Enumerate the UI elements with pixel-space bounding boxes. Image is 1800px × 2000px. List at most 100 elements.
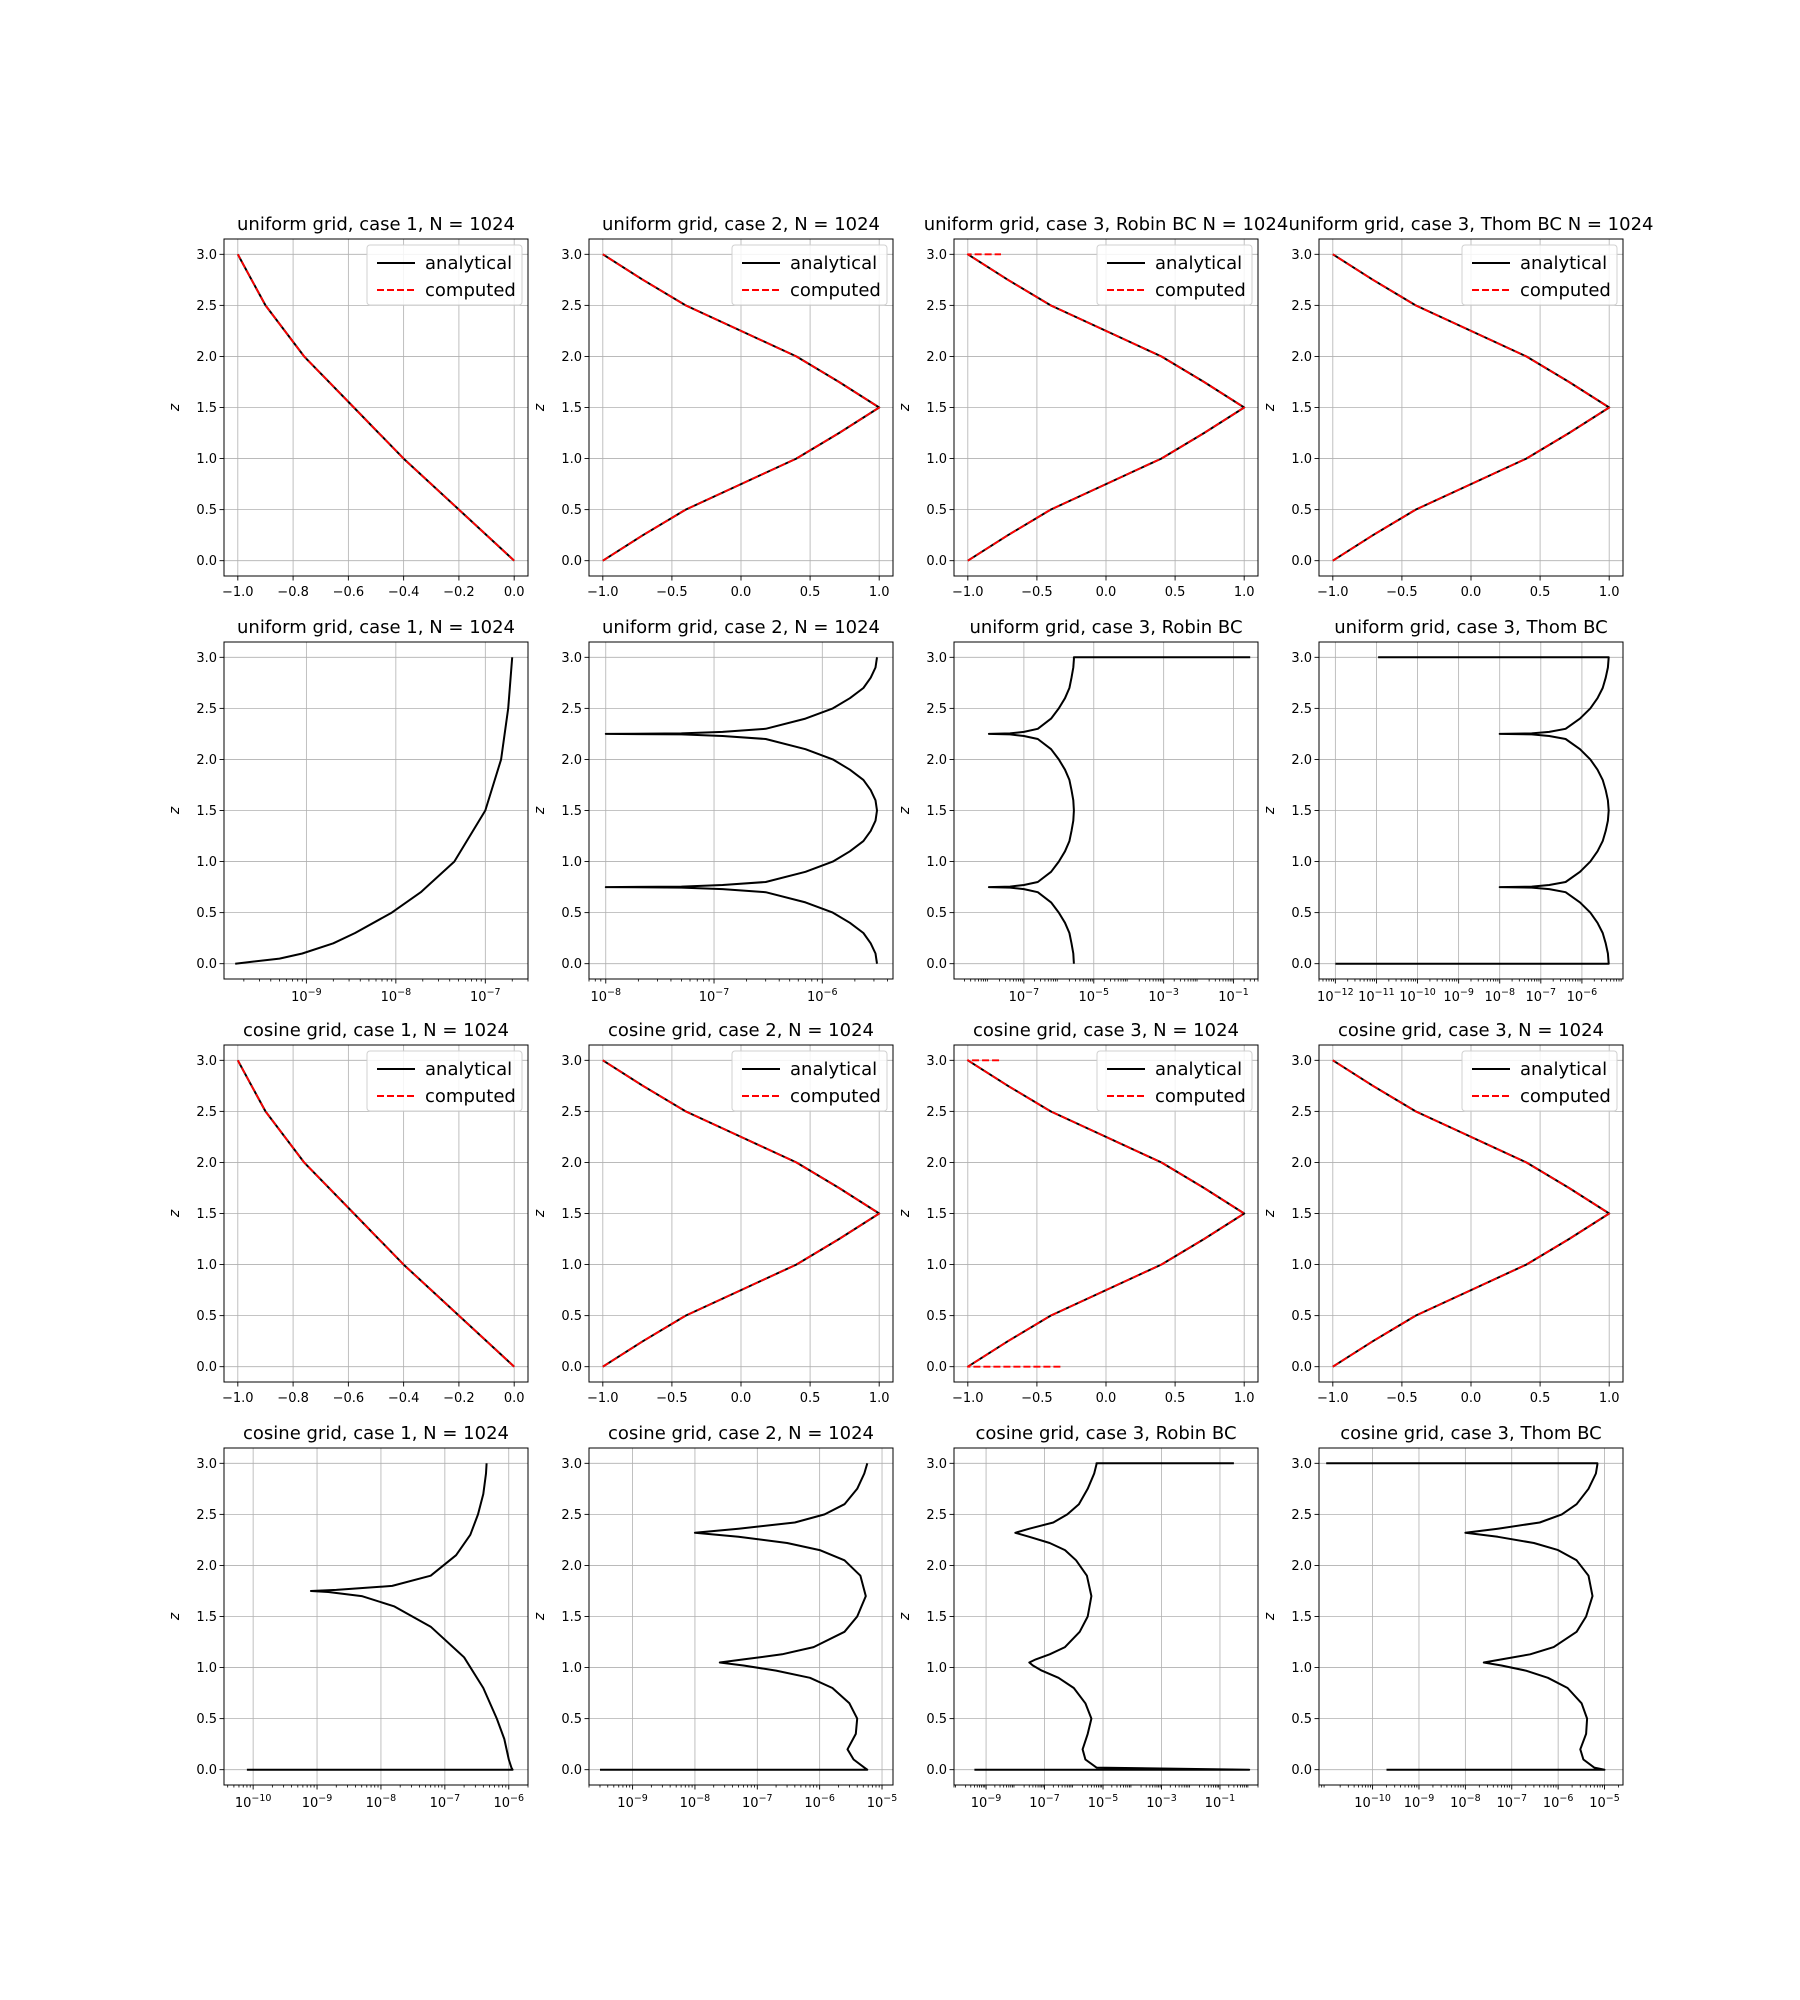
y-tick-label: 3.0 — [926, 1054, 947, 1069]
y-tick-label: 1.5 — [196, 401, 217, 416]
subplot-4: −1.0 −0.5 0.0 0.5 1.0 0.0 0.5 1.0 1.5 2.0 2.5 3.0 z u… — [1262, 214, 1654, 600]
y-axis-label: z — [167, 403, 183, 412]
x-tick-label: 10−7 — [1029, 1793, 1060, 1811]
y-tick-label: 0.5 — [1291, 1712, 1312, 1727]
x-tick-label: −0.5 — [1386, 585, 1418, 600]
y-tick-label: 0.0 — [926, 1360, 947, 1375]
y-tick-label: 1.0 — [1291, 855, 1312, 870]
x-tick-label: 10−6 — [807, 987, 838, 1005]
x-tick-label: 1.0 — [869, 585, 890, 600]
y-tick-label: 2.5 — [196, 702, 217, 717]
y-tick-label: 3.0 — [1291, 651, 1312, 666]
y-tick-label: 3.0 — [926, 1457, 947, 1472]
y-tick-label: 2.0 — [926, 753, 947, 768]
x-tick-label: 1.0 — [869, 1391, 890, 1406]
legend: analytical computed — [1096, 244, 1253, 306]
y-axis-label: z — [532, 403, 548, 412]
y-tick-label: 2.5 — [561, 1105, 582, 1120]
x-tick-label: 10−6 — [1543, 1793, 1574, 1811]
x-tick-label: −0.4 — [388, 585, 420, 600]
subplot-12: −1.0 −0.5 0.0 0.5 1.0 0.0 0.5 1.0 1.5 2.0 2.5 3.0 z c… — [1262, 1020, 1624, 1406]
y-tick-label: 2.5 — [561, 702, 582, 717]
y-tick-label: 2.0 — [561, 1559, 582, 1574]
y-tick-label: 1.0 — [561, 855, 582, 870]
y-axis-label: z — [1262, 806, 1278, 815]
y-axis-label: z — [1262, 403, 1278, 412]
y-tick-label: 1.0 — [561, 1661, 582, 1676]
y-tick-label: 2.5 — [196, 299, 217, 314]
x-tick-label: 1.0 — [1599, 585, 1620, 600]
x-tick-label: 10−12 — [1317, 987, 1354, 1005]
y-tick-label: 2.0 — [1291, 350, 1312, 365]
y-tick-label: 0.0 — [196, 554, 217, 569]
x-tick-label: 10−8 — [1484, 987, 1515, 1005]
y-tick-label: 1.0 — [196, 452, 217, 467]
y-tick-label: 2.5 — [926, 1508, 947, 1523]
legend-label-computed: computed — [1155, 1086, 1246, 1107]
y-tick-label: 0.0 — [561, 957, 582, 972]
legend-label-analytical: analytical — [1155, 1059, 1242, 1080]
y-axis-label: z — [167, 1209, 183, 1218]
y-tick-label: 0.5 — [561, 1712, 582, 1727]
x-tick-label: −0.6 — [333, 585, 365, 600]
series-computed-line — [237, 253, 515, 562]
subplot-title: uniform grid, case 2, N = 1024 — [602, 214, 880, 235]
x-tick-label: −0.5 — [1021, 585, 1053, 600]
subplot-8: 10−12 10−11 10−10 10−9 10−8 10−7 10−6 0.0 0.5 1.0… — [1262, 617, 1624, 1005]
x-tick-label: 0.0 — [1461, 585, 1482, 600]
y-tick-label: 1.5 — [196, 1610, 217, 1625]
x-tick-label: 10−7 — [430, 1793, 461, 1811]
y-tick-label: 2.5 — [1291, 1105, 1312, 1120]
y-tick-label: 2.5 — [196, 1105, 217, 1120]
y-tick-label: 0.5 — [1291, 906, 1312, 921]
subplot-title: cosine grid, case 1, N = 1024 — [243, 1020, 509, 1041]
y-tick-label: 3.0 — [926, 651, 947, 666]
y-tick-label: 1.0 — [926, 855, 947, 870]
x-tick-label: 10−7 — [699, 987, 730, 1005]
y-tick-label: 0.0 — [196, 957, 217, 972]
legend: analytical computed — [366, 244, 523, 306]
series-line-line — [235, 657, 514, 965]
legend-label-analytical: analytical — [425, 1059, 512, 1080]
x-tick-label: 0.5 — [1530, 1391, 1551, 1406]
x-tick-label: −0.6 — [333, 1391, 365, 1406]
y-tick-label: 2.5 — [1291, 299, 1312, 314]
subplot-title: uniform grid, case 1, N = 1024 — [237, 214, 515, 235]
y-tick-label: 0.5 — [926, 503, 947, 518]
subplot-6: 10−8 10−7 10−6 0.0 0.5 1.0 1.5 2.0 2.5 3.0 z unifor… — [532, 617, 894, 1005]
x-tick-label: 1.0 — [1234, 585, 1255, 600]
y-tick-label: 1.5 — [1291, 1207, 1312, 1222]
y-tick-label: 2.0 — [1291, 753, 1312, 768]
y-tick-label: 3.0 — [196, 651, 217, 666]
legend-label-analytical: analytical — [1520, 1059, 1607, 1080]
x-tick-label: 10−9 — [1443, 987, 1474, 1005]
legend-label-analytical: analytical — [425, 253, 512, 274]
x-tick-label: 0.0 — [1096, 585, 1117, 600]
subplot-10: −1.0 −0.5 0.0 0.5 1.0 0.0 0.5 1.0 1.5 2.0 2.5 3.0 z c… — [532, 1020, 894, 1406]
y-axis-label: z — [1262, 1612, 1278, 1621]
y-tick-label: 3.0 — [1291, 1054, 1312, 1069]
x-tick-label: −0.5 — [656, 1391, 688, 1406]
y-tick-label: 2.0 — [926, 1156, 947, 1171]
y-tick-label: 0.5 — [561, 503, 582, 518]
subplot-9: −1.0 −0.8 −0.6 −0.4 −0.2 0.0 0.0 0.5 1.0 1.5 2.0 2.… — [167, 1020, 529, 1406]
y-axis-label: z — [532, 1209, 548, 1218]
x-tick-label: 10−9 — [291, 987, 322, 1005]
y-axis-label: z — [167, 806, 183, 815]
y-tick-label: 2.0 — [196, 1559, 217, 1574]
legend-label-computed: computed — [1155, 280, 1246, 301]
series-computed-line — [966, 1059, 1246, 1368]
x-tick-label: 10−7 — [1526, 987, 1557, 1005]
subplot-title: uniform grid, case 2, N = 1024 — [602, 617, 880, 638]
x-tick-label: 10−6 — [493, 1793, 524, 1811]
legend-label-computed: computed — [425, 280, 516, 301]
x-tick-label: 0.0 — [1461, 1391, 1482, 1406]
y-tick-label: 1.5 — [196, 1207, 217, 1222]
x-tick-label: 0.0 — [504, 1391, 525, 1406]
y-tick-label: 2.5 — [561, 1508, 582, 1523]
series-line-line — [974, 1462, 1251, 1771]
y-axis-label: z — [1262, 1209, 1278, 1218]
legend-label-analytical: analytical — [790, 1059, 877, 1080]
subplot-title: cosine grid, case 3, Thom BC — [1340, 1423, 1601, 1444]
